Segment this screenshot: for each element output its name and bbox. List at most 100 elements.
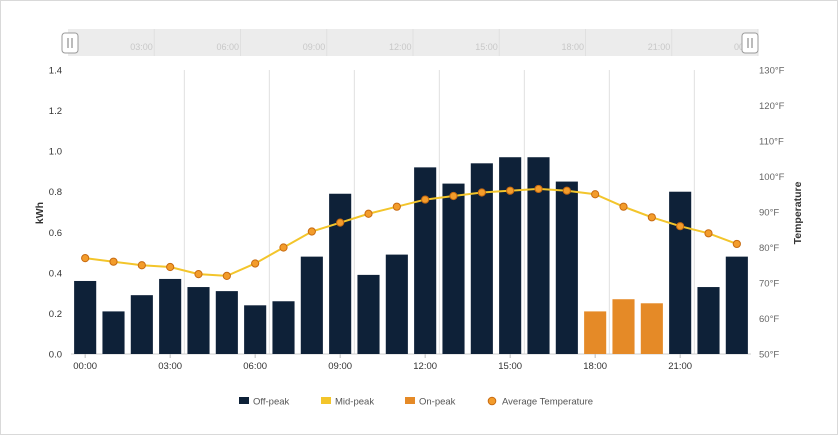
temperature-point-5 — [222, 271, 231, 280]
bar-off-peak-0 — [74, 280, 97, 354]
y-axis-right: 50°F 60°F 70°F 80°F 90°F 100°F 110°F 120°F 130°F — [759, 66, 785, 361]
bar-off-peak-13 — [442, 183, 465, 354]
temperature-point-22 — [704, 229, 713, 238]
y-left-tick-label: 0.2 — [49, 309, 62, 320]
navigator-tick-label: 21:00 — [648, 42, 671, 52]
temperature-point-0 — [81, 254, 90, 263]
y-left-tick-label: 1.0 — [49, 147, 62, 158]
y-right-tick-label: 90°F — [759, 208, 779, 219]
bar-off-peak-15 — [499, 157, 522, 354]
y-right-tick-label: 50°F — [759, 350, 779, 361]
navigator-tick-label: 09:00 — [303, 42, 326, 52]
navigator-handle-right[interactable] — [741, 32, 759, 54]
temperature-point-10 — [364, 209, 373, 218]
legend-item-mid-peak[interactable]: Mid-peak — [321, 397, 374, 408]
temperature-point-21 — [676, 222, 685, 231]
temperature-point-1 — [109, 257, 118, 266]
legend-label: Average Temperature — [502, 397, 593, 408]
temperature-point-20 — [647, 213, 656, 222]
temperature-line — [85, 187, 738, 277]
y-axis-left: 0.0 0.2 0.4 0.6 0.8 1.0 1.2 1.4 — [49, 66, 62, 361]
bar-off-peak-17 — [555, 181, 578, 354]
y-right-tick-label: 60°F — [759, 314, 779, 325]
y-left-tick-label: 0.6 — [49, 228, 62, 239]
bar-off-peak-9 — [329, 193, 352, 354]
temperature-point-23 — [732, 239, 741, 249]
bar-off-peak-22 — [697, 287, 720, 354]
temperature-point-17 — [562, 186, 571, 195]
legend-label: On-peak — [419, 397, 456, 408]
temperature-point-3 — [166, 262, 175, 272]
y-right-tick-label: 110°F — [759, 137, 784, 148]
bar-off-peak-5 — [215, 291, 238, 354]
y-axis-right-title: Temperature — [792, 181, 804, 244]
y-axis-left-title: kWh — [34, 202, 46, 224]
navigator-handle-left[interactable] — [61, 32, 79, 54]
legend-label: Off-peak — [253, 397, 290, 408]
temperature-point-11 — [392, 202, 401, 211]
temperature-point-9 — [336, 218, 345, 227]
bar-on-peak-18 — [584, 311, 607, 354]
legend-item-on-peak[interactable]: On-peak — [405, 397, 456, 408]
temperature-point-2 — [137, 261, 146, 270]
bar-off-peak-6 — [244, 305, 267, 354]
navigator-tick-label: 06:00 — [217, 42, 240, 52]
bar-off-peak-21 — [669, 191, 692, 354]
x-tick-label: 21:00 — [668, 361, 692, 372]
y-left-tick-label: 0.0 — [49, 350, 62, 361]
navigator-tick-label: 15:00 — [475, 42, 498, 52]
y-right-tick-label: 80°F — [759, 243, 779, 254]
y-left-tick-label: 0.4 — [49, 268, 62, 279]
bar-off-peak-14 — [470, 163, 493, 354]
legend-label: Mid-peak — [335, 397, 374, 408]
temperature-point-7 — [279, 243, 288, 252]
legend-swatch — [239, 397, 249, 404]
grid-lines — [71, 70, 751, 355]
x-tick-label: 09:00 — [328, 361, 352, 372]
bar-off-peak-16 — [527, 157, 550, 354]
temperature-point-8 — [307, 227, 316, 236]
bar-off-peak-7 — [272, 301, 295, 354]
bar-off-peak-23 — [725, 256, 748, 354]
bar-on-peak-19 — [612, 299, 635, 354]
temperature-point-14 — [477, 188, 486, 197]
temperature-point-4 — [194, 270, 203, 279]
bar-off-peak-11 — [385, 254, 408, 354]
y-right-tick-label: 120°F — [759, 101, 785, 112]
temperature-point-13 — [449, 191, 458, 201]
legend-swatch — [321, 397, 331, 404]
navigator-tick-label: 03:00 — [130, 42, 153, 52]
bar-off-peak-4 — [187, 287, 210, 354]
navigator-tick-label: 12:00 — [389, 42, 412, 52]
x-tick-label: 06:00 — [243, 361, 267, 372]
legend-item-average-temperature[interactable]: Average Temperature — [487, 396, 593, 408]
bar-on-peak-20 — [640, 303, 663, 354]
bar-off-peak-10 — [357, 274, 380, 354]
legend-marker — [487, 396, 497, 406]
legend-swatch — [405, 397, 415, 404]
bar-off-peak-2 — [130, 295, 153, 354]
x-axis: 00:00 03:00 06:00 09:00 12:00 15:00 18:00 21:00 — [73, 354, 692, 372]
x-tick-label: 03:00 — [158, 361, 182, 372]
x-tick-label: 18:00 — [583, 361, 607, 372]
y-right-tick-label: 100°F — [759, 172, 785, 183]
y-left-tick-label: 1.4 — [49, 66, 62, 77]
y-right-tick-label: 130°F — [759, 66, 785, 77]
y-right-tick-label: 70°F — [759, 279, 779, 290]
temperature-point-15 — [506, 186, 515, 195]
temperature-series — [81, 184, 741, 280]
legend: Off-peak Mid-peak On-peak Average Temperatu… — [239, 397, 593, 408]
x-tick-label: 00:00 — [73, 361, 97, 372]
bar-off-peak-3 — [159, 278, 182, 354]
temperature-point-18 — [591, 190, 600, 199]
navigator-tick-label: 18:00 — [562, 42, 585, 52]
temperature-point-16 — [534, 184, 543, 194]
legend-item-off-peak[interactable]: Off-peak — [239, 397, 290, 408]
y-left-tick-label: 0.8 — [49, 187, 62, 198]
bar-series — [74, 157, 748, 354]
temperature-point-6 — [251, 259, 260, 268]
x-tick-label: 12:00 — [413, 361, 437, 372]
